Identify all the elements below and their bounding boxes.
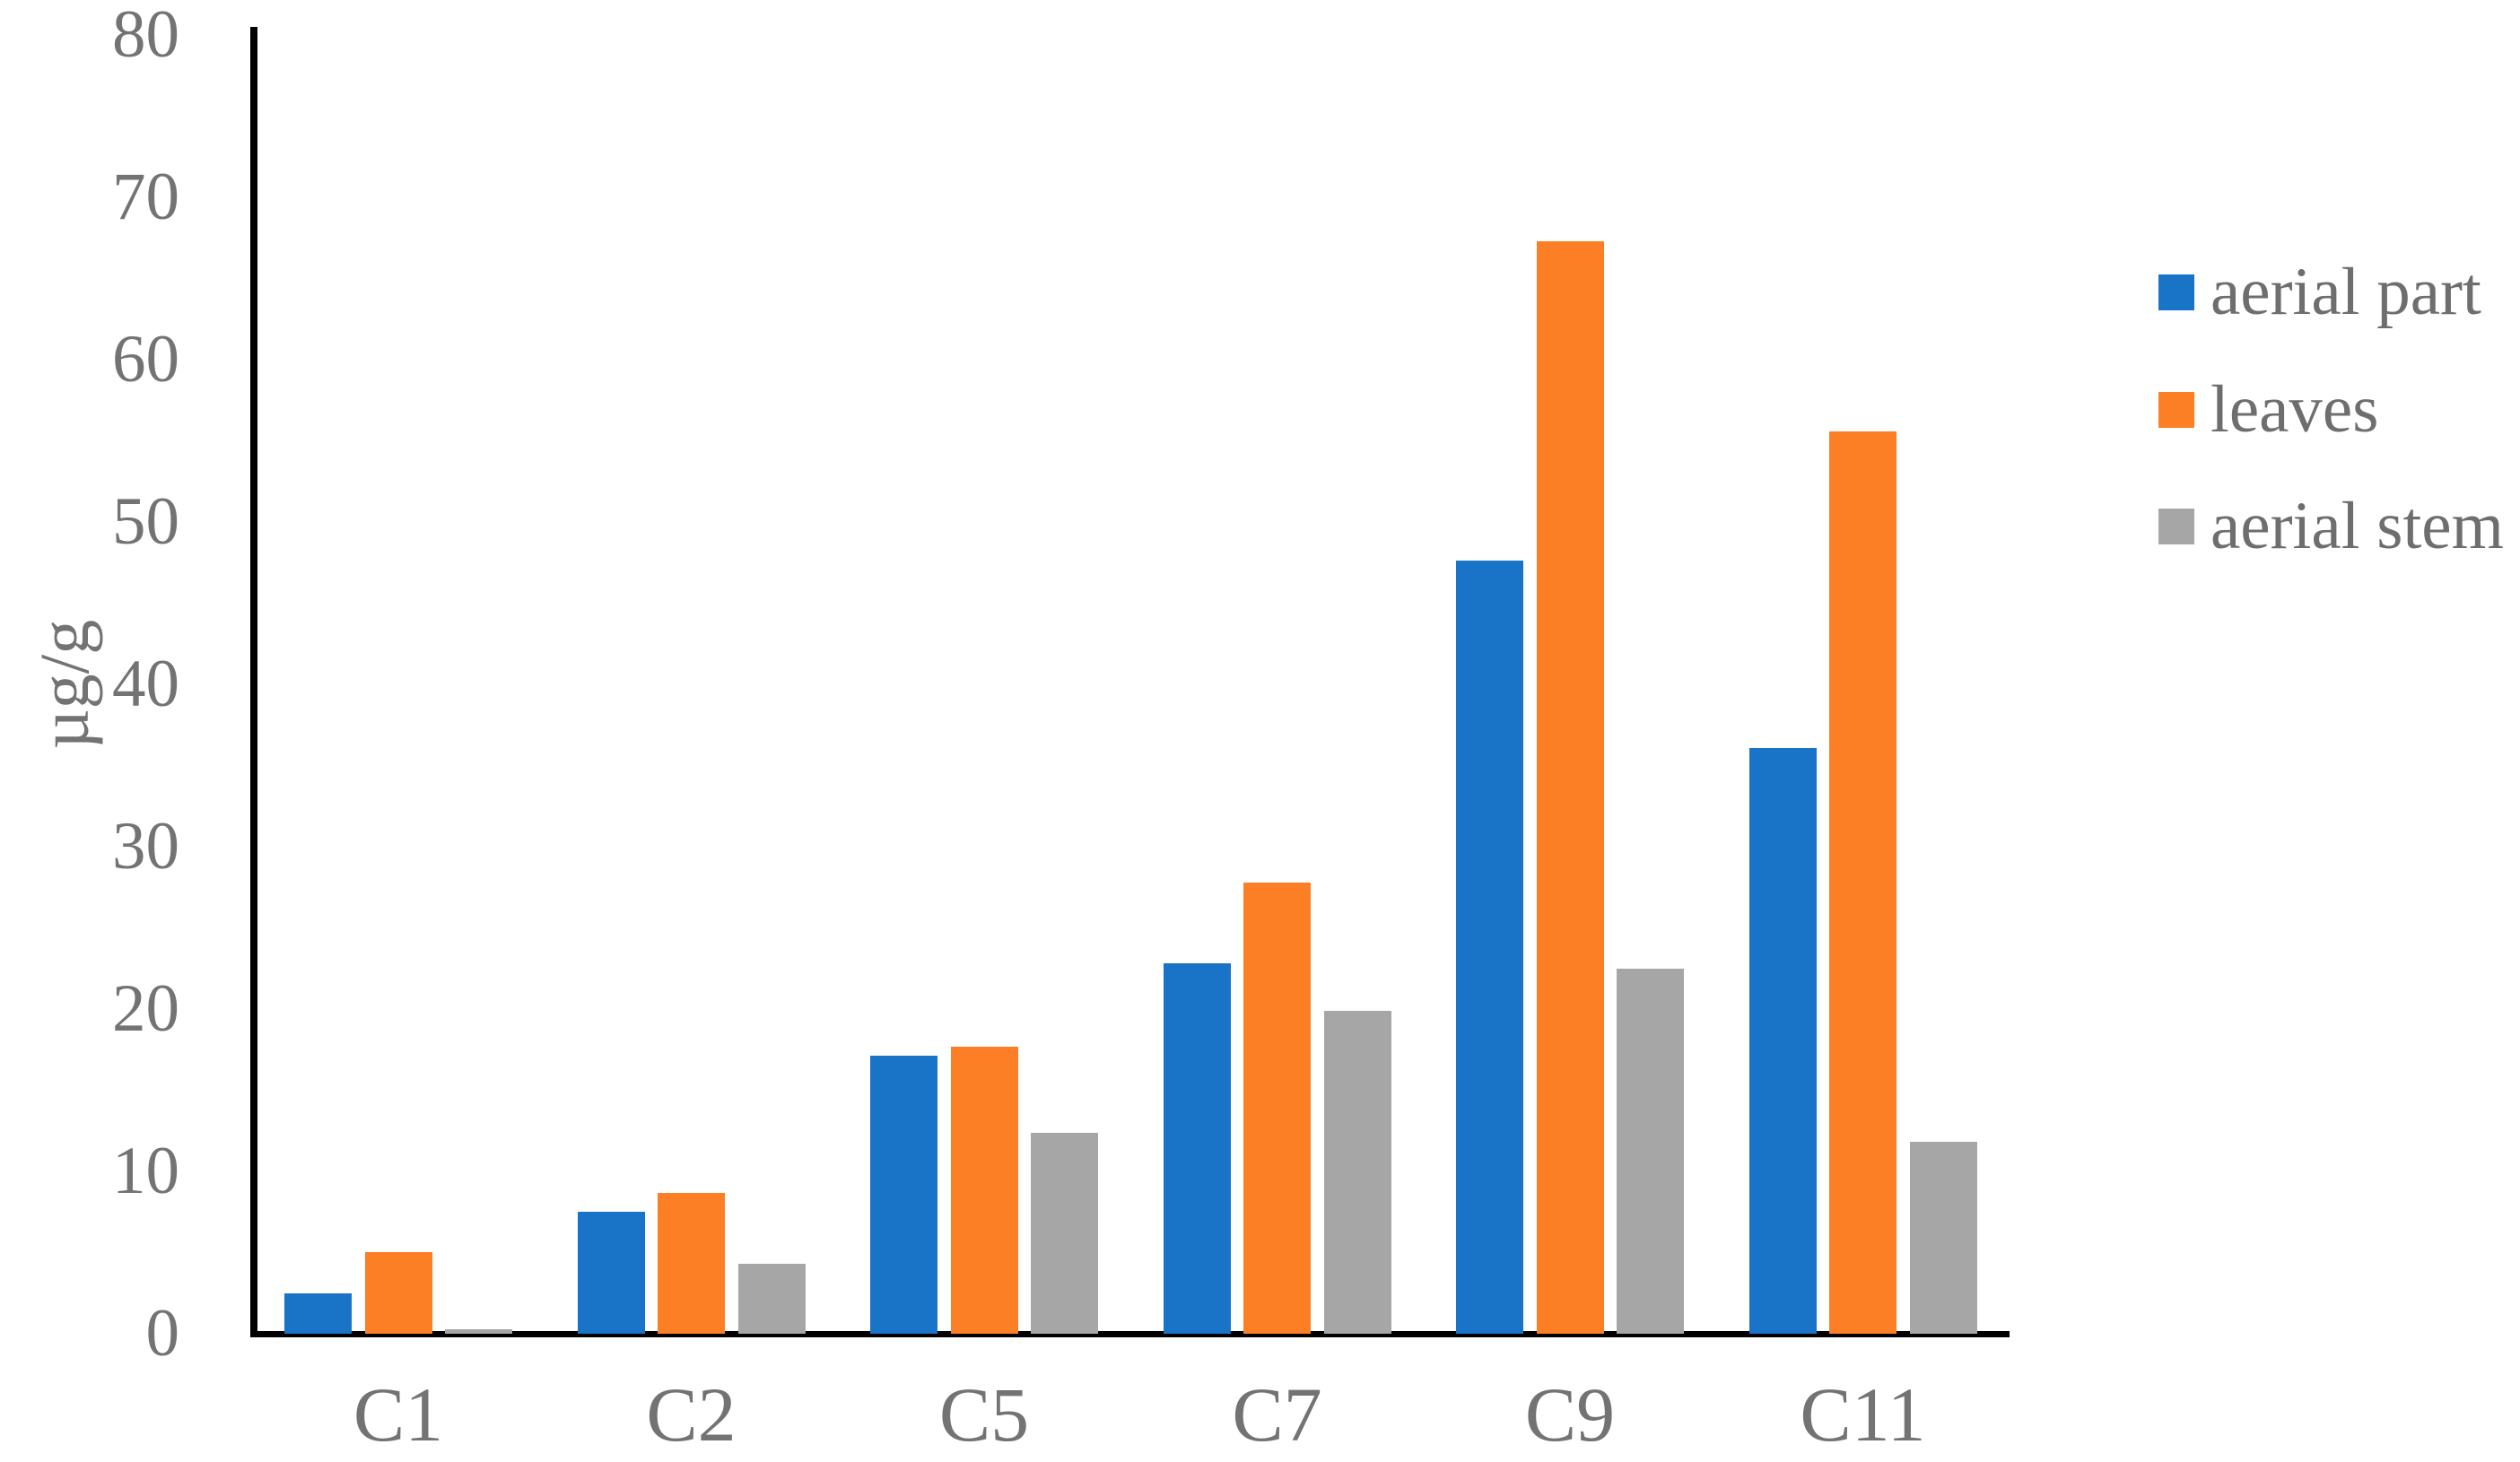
bar-c7-leaves [1243, 883, 1311, 1334]
legend-item-leaves: leaves [2158, 370, 2378, 450]
bar-c9-aerial-part [1456, 561, 1523, 1334]
legend-swatch-leaves [2158, 391, 2194, 428]
x-category-label-c7: C7 [1232, 1371, 1322, 1458]
bar-c9-aerial-stem [1617, 969, 1684, 1334]
x-category-label-c11: C11 [1800, 1371, 1926, 1458]
bar-c2-aerial-part [577, 1212, 645, 1334]
bar-c1-aerial-stem [445, 1329, 512, 1334]
x-category-label-c2: C2 [646, 1371, 737, 1458]
y-tick-60: 60 [112, 322, 179, 396]
legend-label-aerial-stem: aerial stem [2210, 489, 2504, 563]
legend-label-aerial-part: aerial part [2210, 255, 2481, 329]
x-category-label-c1: C1 [353, 1371, 444, 1458]
bar-c9-leaves [1536, 241, 1604, 1334]
bar-c11-aerial-stem [1909, 1142, 1977, 1334]
x-category-label-c5: C5 [938, 1371, 1030, 1458]
bar-c5-aerial-stem [1031, 1133, 1098, 1334]
bar-c2-leaves [658, 1193, 725, 1334]
bar-c5-aerial-part [870, 1056, 937, 1334]
bar-c1-leaves [364, 1252, 432, 1334]
bar-c5-leaves [950, 1047, 1018, 1334]
bar-c7-aerial-part [1163, 963, 1231, 1334]
bar-c11-aerial-part [1748, 748, 1817, 1334]
x-axis-line [250, 1331, 2010, 1337]
y-tick-70: 70 [112, 160, 179, 234]
legend-item-aerial-stem: aerial stem [2158, 486, 2504, 567]
legend-swatch-aerial-part [2158, 274, 2194, 310]
y-tick-30: 30 [112, 809, 179, 883]
y-axis-line [250, 27, 257, 1336]
legend-swatch-aerial-stem [2158, 509, 2194, 544]
y-tick-10: 10 [112, 1134, 179, 1208]
bar-c11-leaves [1829, 431, 1897, 1334]
legend-item-aerial-part: aerial part [2158, 252, 2481, 333]
bar-c2-aerial-stem [737, 1264, 806, 1334]
y-tick-50: 50 [112, 484, 179, 559]
y-tick-80: 80 [112, 0, 179, 72]
legend-label-leaves: leaves [2210, 371, 2379, 447]
bar-c1-aerial-part [284, 1293, 352, 1334]
y-tick-40: 40 [112, 647, 179, 721]
y-tick-0: 0 [145, 1296, 180, 1371]
y-tick-20: 20 [112, 971, 179, 1046]
x-category-label-c9: C9 [1524, 1371, 1616, 1458]
bar-c7-aerial-stem [1323, 1011, 1391, 1334]
